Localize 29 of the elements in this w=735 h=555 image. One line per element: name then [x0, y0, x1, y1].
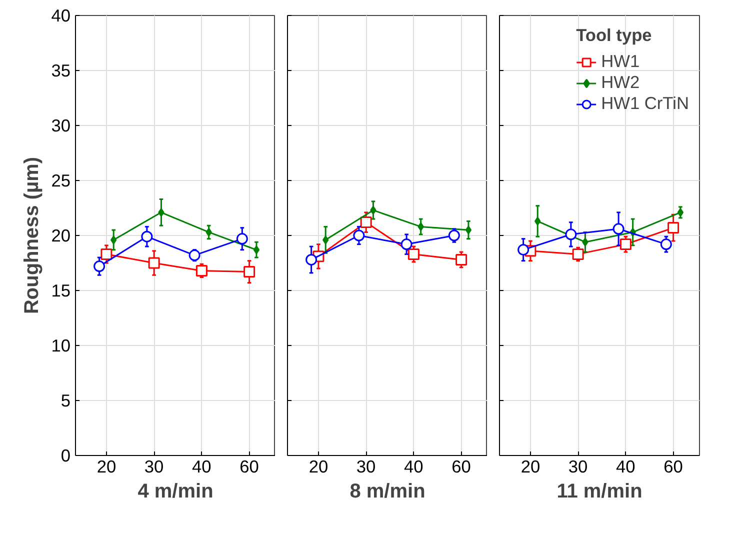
x-tick-label: 30	[144, 456, 164, 476]
y-tick-label: 15	[51, 280, 71, 300]
x-tick-label: 30	[568, 456, 588, 476]
y-tick-label: 20	[51, 226, 71, 246]
x-tick-label: 20	[96, 456, 116, 476]
x-tick-label: 60	[664, 456, 683, 476]
legend-label: HW2	[601, 72, 640, 93]
x-axis-title: 11 m/min	[556, 480, 642, 502]
x-tick-label: 60	[240, 456, 259, 476]
x-tick-label: 20	[308, 456, 328, 476]
x-tick-label: 40	[192, 456, 212, 476]
x-tick-label: 60	[452, 456, 471, 476]
x-tick-label: 20	[520, 456, 540, 476]
x-axis-title: 8 m/min	[350, 480, 426, 502]
x-tick-label: 30	[356, 456, 376, 476]
y-tick-label: 0	[60, 446, 71, 466]
y-tick-label: 35	[51, 60, 71, 80]
legend-label: HW1 CrTiN	[601, 93, 689, 114]
y-tick-label: 10	[51, 336, 71, 356]
legend-label: HW1	[601, 51, 640, 72]
y-tick-label: 40	[51, 6, 71, 26]
y-axis-title: Roughness (µm)	[21, 156, 44, 314]
x-axis-title: 4 m/min	[138, 480, 214, 502]
y-tick-label: 25	[51, 170, 71, 190]
legend-title: Tool type	[576, 25, 653, 46]
x-tick-label: 40	[404, 456, 424, 476]
y-tick-label: 5	[60, 390, 71, 410]
y-tick-label: 30	[51, 116, 71, 136]
x-tick-label: 40	[616, 456, 636, 476]
